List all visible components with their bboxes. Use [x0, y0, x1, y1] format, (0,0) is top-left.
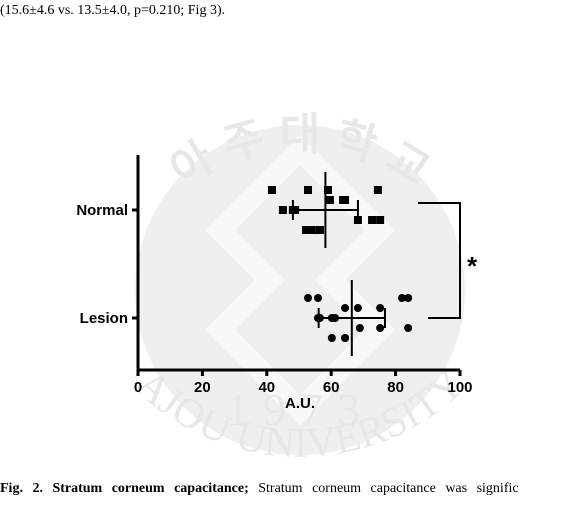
- data-point: [373, 186, 382, 194]
- significance-mark: *: [467, 251, 478, 281]
- x-axis-label: A.U.: [285, 395, 315, 412]
- data-point: [376, 216, 385, 224]
- data-point: [368, 216, 377, 224]
- x-tick-label: 40: [258, 379, 275, 396]
- significance-bracket: [418, 202, 461, 319]
- caption-label: Fig. 2. Stratum corneum capacitance;: [0, 481, 249, 496]
- data-point: [302, 226, 311, 234]
- data-point: [341, 334, 350, 342]
- data-point: [341, 196, 350, 204]
- data-point: [353, 304, 362, 312]
- x-tick-label: 80: [387, 379, 404, 396]
- watermark-emblem: [204, 134, 396, 426]
- data-point: [376, 304, 385, 312]
- y-tick-label: Normal: [76, 202, 128, 219]
- data-point: [398, 294, 407, 302]
- top-text: (15.6±4.6 vs. 13.5±4.0, p=0.210; Fig 3).: [0, 3, 225, 18]
- caption-text: Stratum corneum capacitance was signific: [258, 481, 518, 496]
- chart: 0 20 40 60 80 100 A.U. Normal Lesion *: [76, 155, 478, 412]
- data-point: [323, 186, 332, 194]
- data-point: [267, 186, 276, 194]
- caption: Fig. 2. Stratum corneum capacitance; Str…: [0, 481, 519, 496]
- watermark-circle: [135, 125, 465, 455]
- data-point: [327, 334, 336, 342]
- x-tick-label: 0: [134, 379, 142, 396]
- data-point: [304, 294, 313, 302]
- data-point: [307, 226, 316, 234]
- data-point: [341, 304, 350, 312]
- x-tick-label: 20: [194, 379, 211, 396]
- x-tick-label: 100: [447, 379, 472, 396]
- data-point: [376, 324, 385, 332]
- data-point: [325, 196, 334, 204]
- data-point: [313, 294, 322, 302]
- data-point: [304, 186, 313, 194]
- data-point: [315, 226, 324, 234]
- watermark-year: 1973: [226, 384, 374, 435]
- data-point: [404, 324, 413, 332]
- x-tick-label: 60: [323, 379, 340, 396]
- data-point: [278, 206, 287, 214]
- watermark: 아 주 대 학 교 AJOU UNIVERSITY 1973: [127, 110, 474, 467]
- data-point: [355, 324, 364, 332]
- y-tick-label: Lesion: [80, 310, 128, 327]
- data-point: [404, 294, 413, 302]
